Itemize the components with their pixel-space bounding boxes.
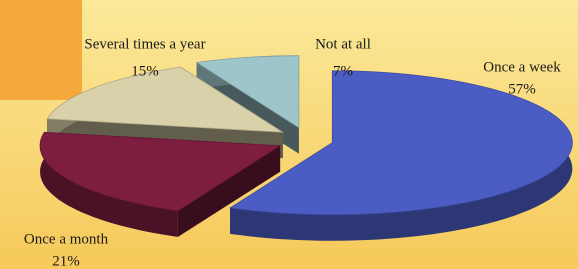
slice-label: Several times a year xyxy=(84,36,205,52)
slice-value-label: 7% xyxy=(333,63,353,79)
slice-label: Once a week xyxy=(483,59,561,75)
chart: Once a week 57% Once a month 21% Several tim… xyxy=(0,0,578,269)
slice-value-label: 15% xyxy=(131,63,159,79)
slice-value-label: 57% xyxy=(508,81,536,97)
slice-label: Once a month xyxy=(24,231,109,247)
slice-value-label: 21% xyxy=(52,253,80,269)
corner-block xyxy=(0,0,82,100)
slice-label: Not at all xyxy=(315,36,371,52)
